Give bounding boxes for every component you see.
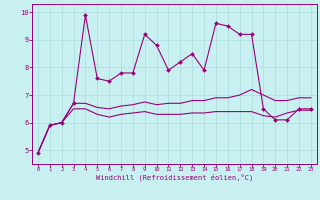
X-axis label: Windchill (Refroidissement éolien,°C): Windchill (Refroidissement éolien,°C) xyxy=(96,174,253,181)
